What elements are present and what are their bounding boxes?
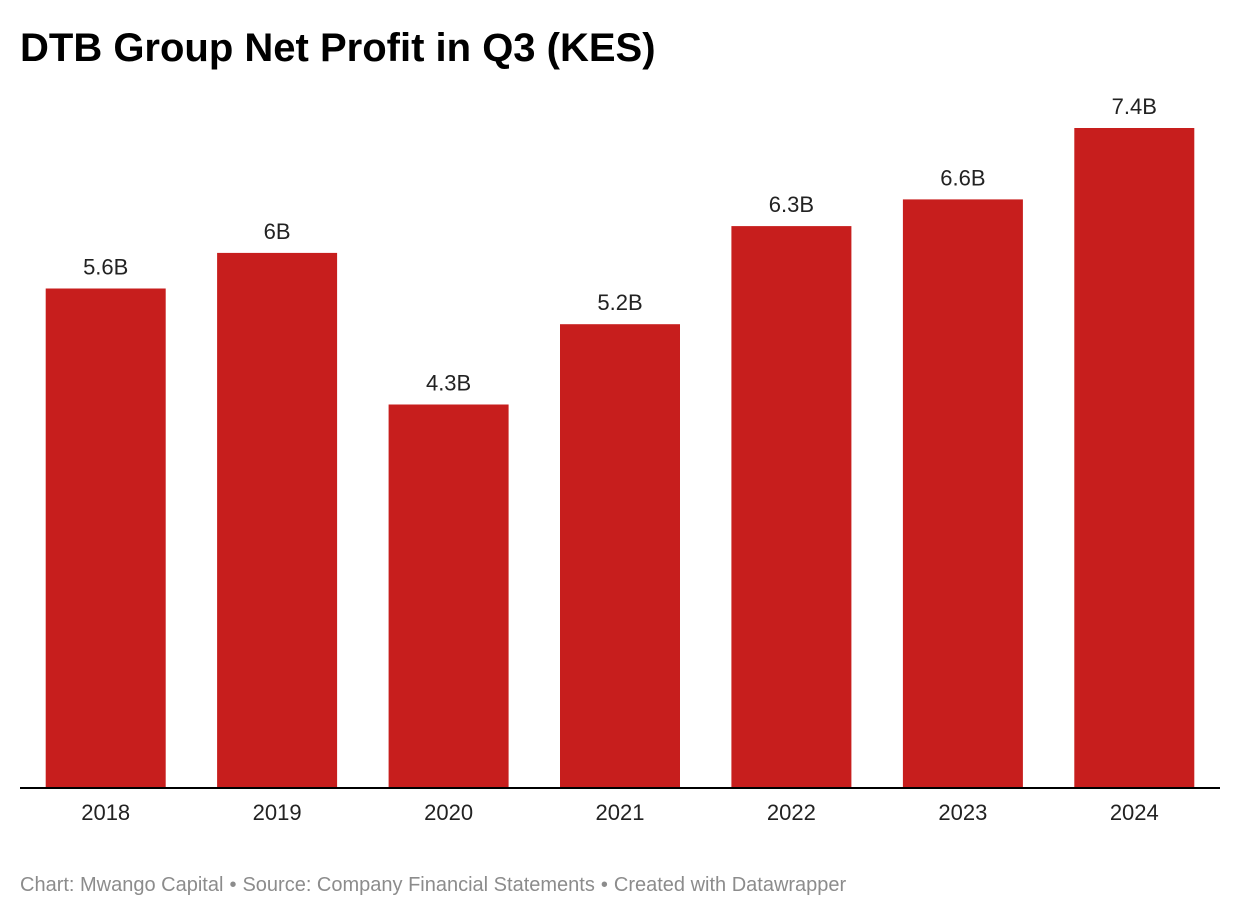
value-label-2020: 4.3B	[426, 371, 471, 396]
x-tick-label-2018: 2018	[81, 800, 130, 825]
x-tick-label-2022: 2022	[767, 800, 816, 825]
x-tick-label-2020: 2020	[424, 800, 473, 825]
value-label-2019: 6B	[264, 219, 291, 244]
bar-2023	[902, 199, 1023, 788]
x-tick-label-2019: 2019	[253, 800, 302, 825]
bar-2024	[1074, 128, 1195, 788]
x-tick-labels: 2018 2019 2020 2021 2022 2023 2024	[81, 800, 1159, 825]
x-tick-label-2024: 2024	[1110, 800, 1159, 825]
source-note: Source: Company Financial Statements	[242, 874, 595, 896]
x-tick-label-2023: 2023	[938, 800, 987, 825]
bar-2018	[45, 288, 166, 788]
footer-separator: •	[229, 874, 237, 896]
x-tick-label-2021: 2021	[596, 800, 645, 825]
chart-footer: Chart: Mwango Capital • Source: Company Fi…	[20, 872, 846, 898]
value-label-2023: 6.6B	[940, 165, 985, 190]
bar-2019	[217, 252, 338, 788]
chart-title: DTB Group Net Profit in Q3 (KES)	[20, 26, 656, 70]
bar-2022	[731, 226, 852, 789]
chart-credit: Chart: Mwango Capital	[20, 874, 224, 896]
bars-layer	[45, 128, 1195, 789]
created-with-note: Created with Datawrapper	[613, 874, 847, 896]
value-label-2022: 6.3B	[769, 192, 814, 217]
bar-2020	[388, 404, 509, 788]
value-label-2018: 5.6B	[83, 255, 128, 280]
bar-2021	[560, 324, 680, 788]
footer-separator: •	[600, 874, 608, 896]
value-label-2024: 7.4B	[1112, 94, 1157, 119]
value-label-2021: 5.2B	[597, 290, 642, 315]
value-labels-layer: 5.6B 6B 4.3B 5.2B 6.3B 6.6B 7.4B	[83, 94, 1157, 396]
